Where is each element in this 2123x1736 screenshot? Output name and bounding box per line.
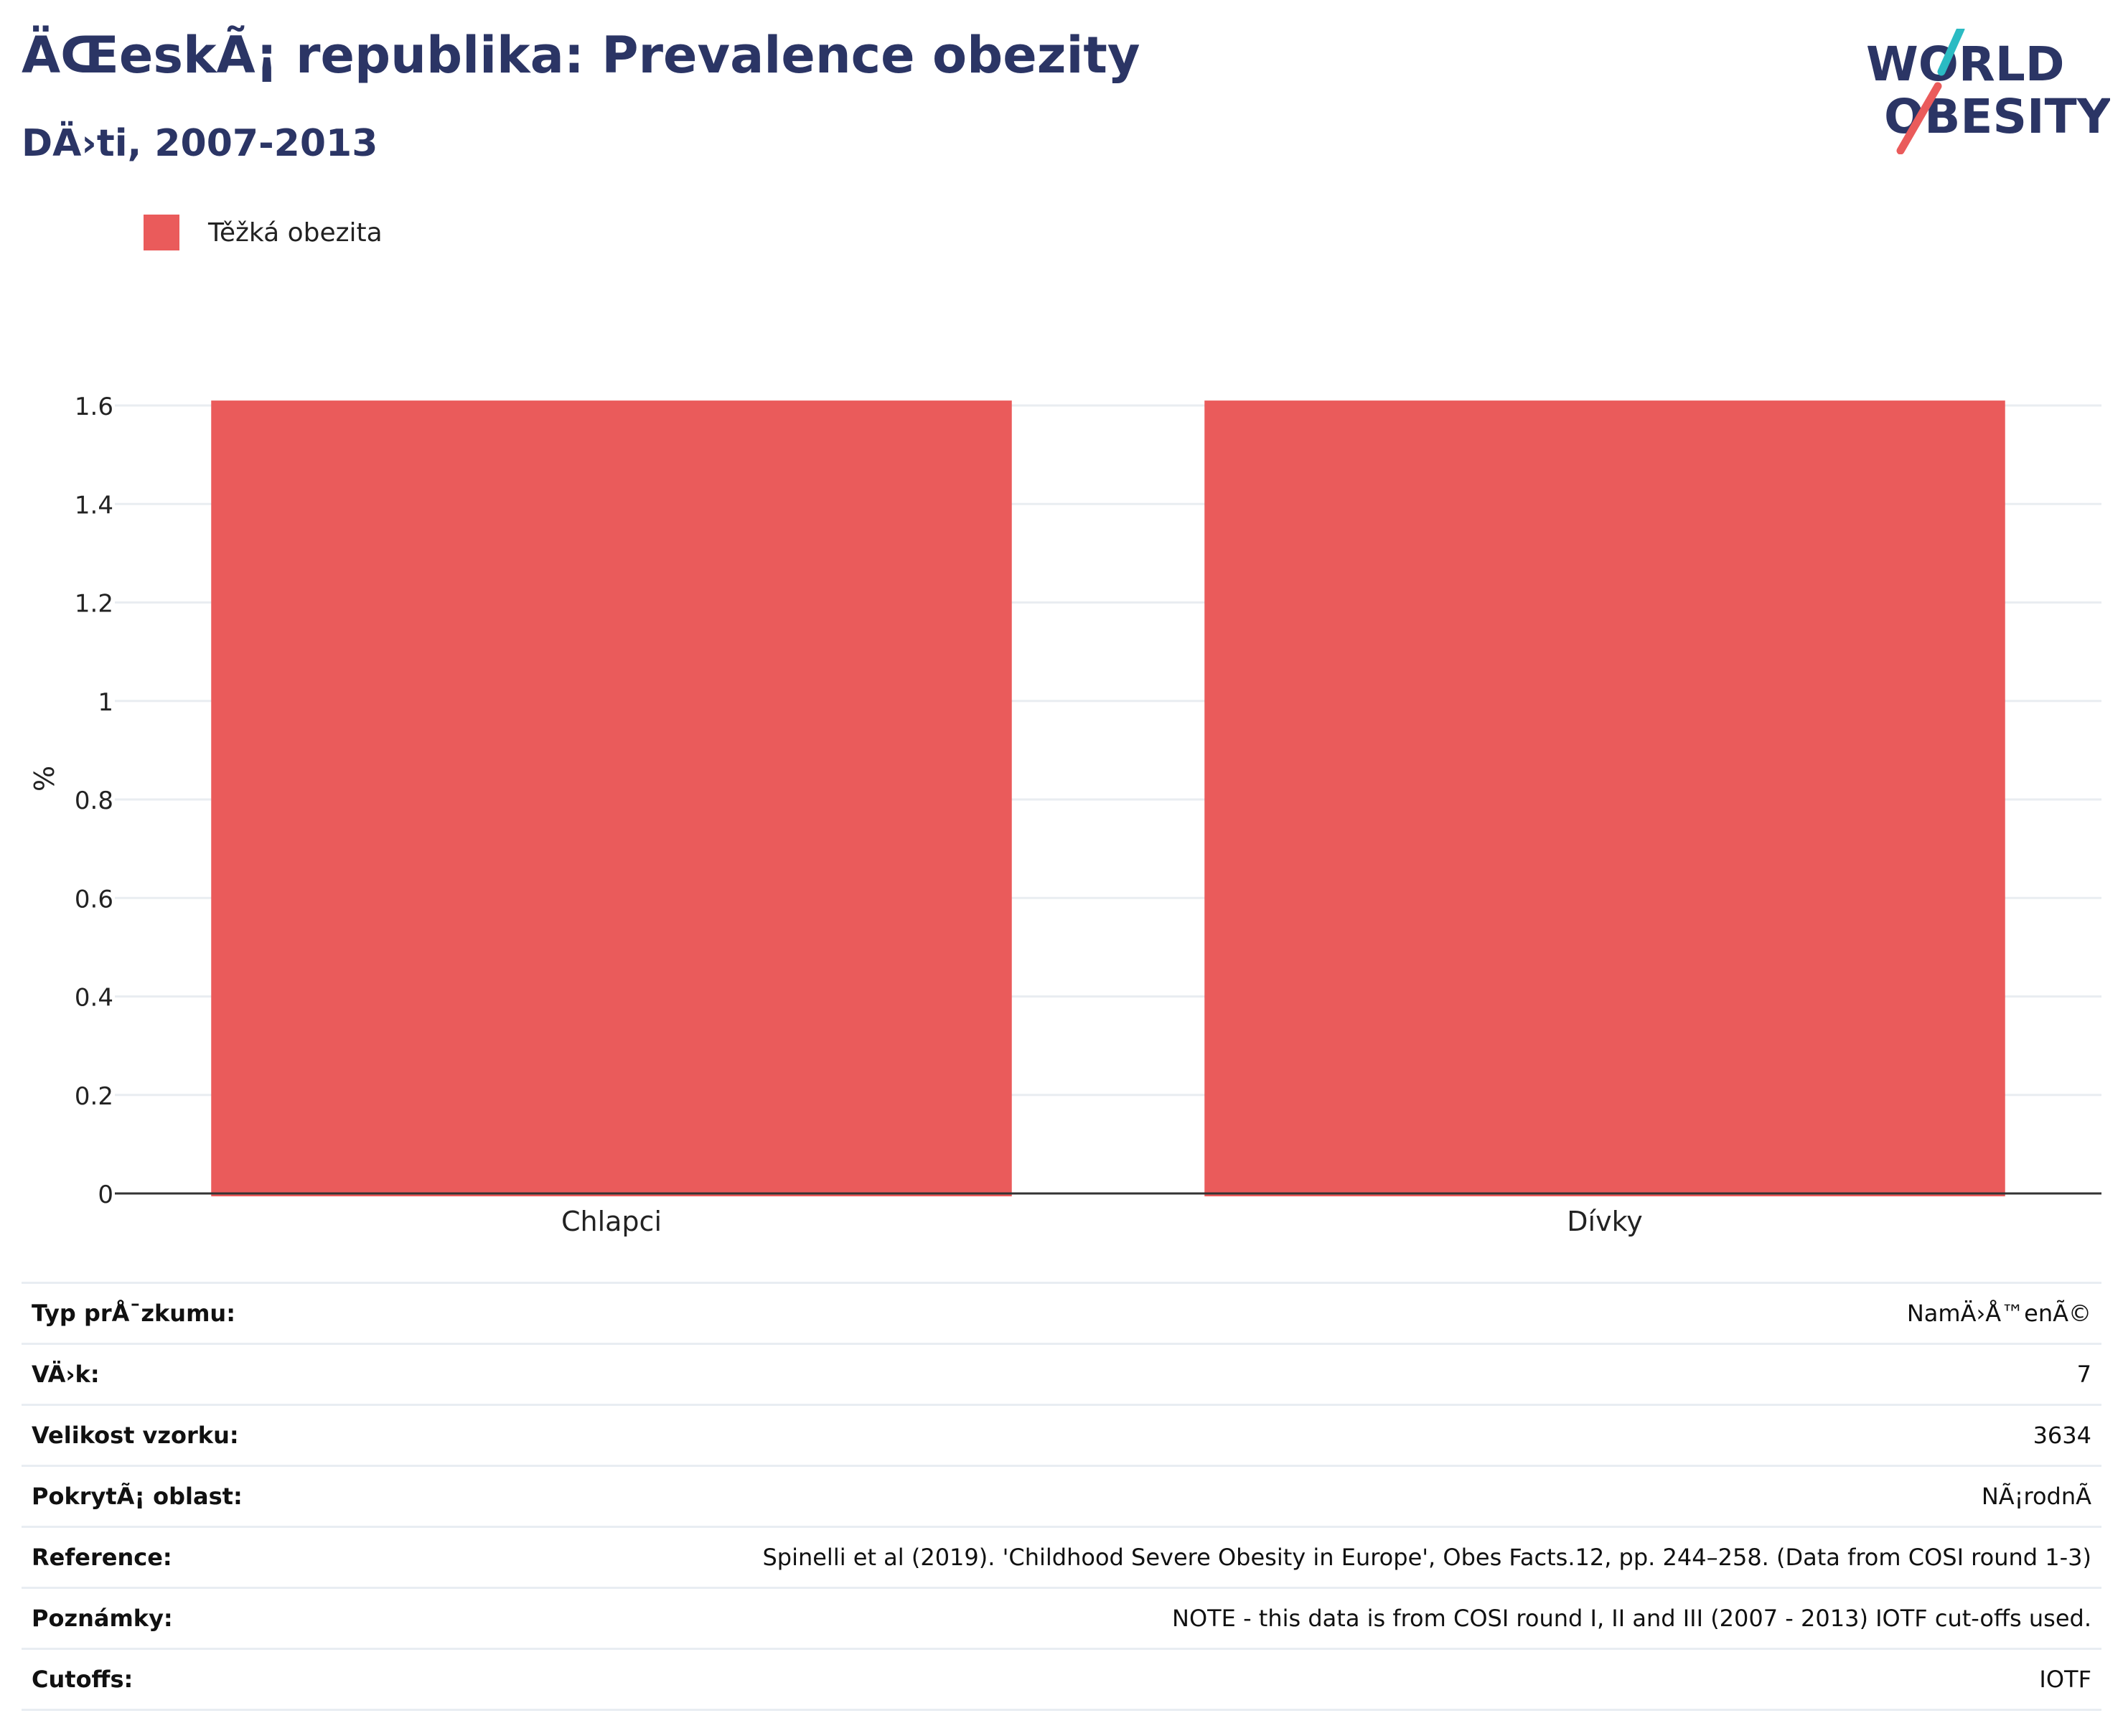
- legend-swatch: [144, 215, 179, 250]
- x-tick-labels: Chlapci Dívky: [561, 1206, 1643, 1237]
- info-label: PokrytÃ¡ oblast:: [22, 1465, 326, 1527]
- logo-slash-red: [1896, 82, 1942, 154]
- info-value: 3634: [325, 1404, 2101, 1466]
- y-axis-label: %: [29, 766, 60, 792]
- info-row: Cutoffs: IOTF: [22, 1648, 2101, 1711]
- info-row: VÄ›k: 7: [22, 1343, 2101, 1405]
- bar-chart: 0 0.2 0.4 0.6 0.8 1 1.2 1.4 1.6 Chlapci Dívky %: [29, 393, 2101, 1237]
- x-tick-label: Chlapci: [561, 1206, 662, 1237]
- info-value: NamÄ›Å™enÃ©: [325, 1282, 2101, 1344]
- legend-label: Těžká obezita: [208, 217, 383, 248]
- info-label: Typ prÅ¯zkumu:: [22, 1282, 326, 1344]
- page-title: ÄŒeskÃ¡ republika: Prevalence obezity: [22, 26, 1140, 85]
- info-value: NÃ¡rodnÃ: [325, 1465, 2101, 1527]
- y-tick-labels: 0 0.2 0.4 0.6 0.8 1 1.2 1.4 1.6: [75, 393, 113, 1209]
- info-label: Poznámky:: [22, 1587, 326, 1649]
- info-value: NOTE - this data is from COSI round I, I…: [325, 1587, 2101, 1649]
- info-label: Velikost vzorku:: [22, 1404, 326, 1466]
- bar-1: [211, 400, 1012, 1197]
- y-tick-label: 0.4: [75, 984, 113, 1013]
- info-value: IOTF: [325, 1648, 2101, 1711]
- logo-slash-teal: [1937, 29, 1965, 76]
- page-subtitle: DÄ›ti, 2007-2013: [22, 122, 378, 165]
- y-tick-label: 0.8: [75, 787, 113, 815]
- info-row: Reference: Spinelli et al (2019). 'Childh…: [22, 1526, 2101, 1588]
- y-tick-label: 0: [98, 1181, 113, 1209]
- y-tick-label: 1.6: [75, 393, 113, 421]
- info-label: VÄ›k:: [22, 1343, 326, 1405]
- chart-bars: [211, 400, 2005, 1197]
- info-value: Spinelli et al (2019). 'Childhood Severe…: [325, 1526, 2101, 1588]
- logo-line1: WORLD: [1866, 37, 2065, 92]
- x-tick-label: Dívky: [1567, 1206, 1642, 1237]
- info-label: Cutoffs:: [22, 1648, 326, 1711]
- info-row: PokrytÃ¡ oblast: NÃ¡rodnÃ: [22, 1465, 2101, 1527]
- info-label: Reference:: [22, 1526, 326, 1588]
- y-tick-label: 0.6: [75, 885, 113, 914]
- info-value: 7: [325, 1343, 2101, 1405]
- bar-2: [1204, 400, 2005, 1197]
- y-tick-label: 1.4: [75, 491, 113, 520]
- chart-legend: Těžká obezita: [144, 214, 383, 251]
- info-row: Poznámky: NOTE - this data is from COSI r…: [22, 1587, 2101, 1649]
- world-obesity-logo: WORLD OBESITY: [1866, 29, 2110, 154]
- info-row: Typ prÅ¯zkumu: NamÄ›Å™enÃ©: [22, 1282, 2101, 1344]
- y-tick-label: 1: [98, 688, 113, 717]
- info-table: Typ prÅ¯zkumu: NamÄ›Å™enÃ© VÄ›k: 7 Velikost …: [22, 1282, 2101, 1711]
- info-row: Velikost vzorku: 3634: [22, 1404, 2101, 1466]
- y-tick-label: 1.2: [75, 590, 113, 619]
- y-tick-label: 0.2: [75, 1082, 113, 1111]
